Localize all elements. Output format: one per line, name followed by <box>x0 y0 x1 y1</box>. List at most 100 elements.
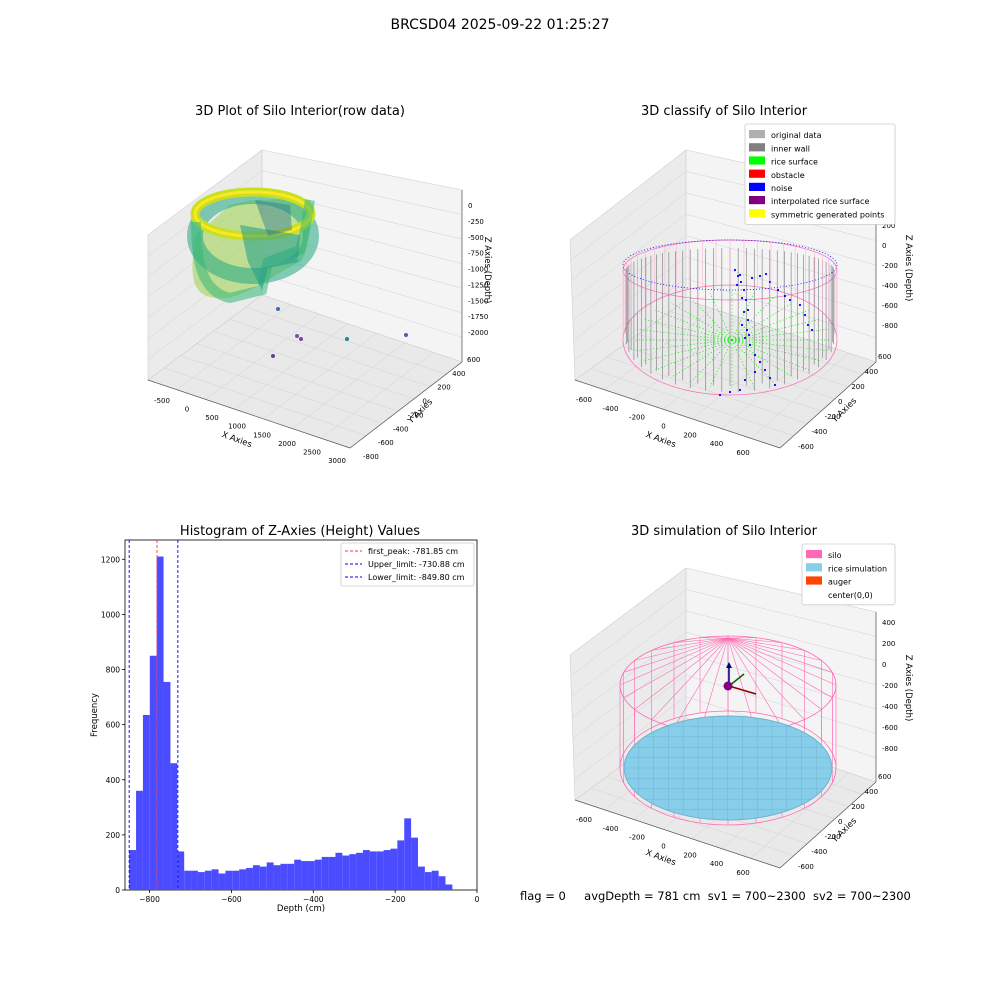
grid-line <box>685 610 877 661</box>
grid-line <box>261 274 463 338</box>
plot4-y-tick: -200 <box>825 833 841 841</box>
grid-line <box>685 214 877 266</box>
histogram-bar <box>156 556 164 890</box>
silo-wire-roof <box>634 637 729 661</box>
x-tick-label: 0 <box>475 895 480 904</box>
histogram-bar <box>404 818 412 890</box>
histogram-bar <box>259 866 267 890</box>
plot2-legend-label: obstacle <box>771 171 805 180</box>
noise-point <box>764 272 768 276</box>
plot2-x-tick: -200 <box>629 414 645 422</box>
histogram-bar <box>177 851 185 890</box>
histogram-bar <box>129 850 137 890</box>
noise-point <box>768 280 772 284</box>
silo-wire-roof <box>634 637 729 710</box>
figure-title: BRCSD04 2025-09-22 01:25:27 <box>390 17 610 33</box>
grid-line <box>685 632 877 686</box>
rice-surface-ray <box>655 309 733 341</box>
histogram-bar <box>232 870 240 890</box>
noise-point <box>798 303 802 307</box>
histogram-bar <box>252 865 260 890</box>
flag-text: flag = 0 <box>520 889 566 903</box>
plot1-x-tick: 2000 <box>278 440 296 448</box>
noise-point <box>736 274 740 278</box>
plot2-y-tick: 600 <box>878 353 891 361</box>
rice-surface-ray <box>731 309 809 341</box>
histogram-bar <box>438 876 446 890</box>
grid-line <box>750 772 850 859</box>
plot1-z-tick: -2000 <box>468 329 488 337</box>
plot2-title: 3D classify of Silo Interior <box>640 104 808 119</box>
y-tick-label: 600 <box>106 721 121 730</box>
plot2-legend-label: inner wall <box>771 144 810 153</box>
histogram-bar <box>218 873 226 890</box>
plot2-legend-swatch <box>749 130 765 139</box>
plot2-y-tick: -600 <box>798 443 814 451</box>
noise-point <box>753 370 757 374</box>
plot2-legend-label: interpolated rice surface <box>771 197 869 206</box>
plot2-legend-label: symmetric generated points <box>771 210 884 219</box>
x-tick-label: −600 <box>221 895 242 904</box>
histogram-bar <box>163 681 171 890</box>
plot3-axis-ticks: −800 −600 −400 −200 0 0 200 400 600 800 1000 1200 De… <box>90 555 480 914</box>
y-tick-label: 1000 <box>101 610 120 619</box>
histogram-bar <box>184 870 192 890</box>
histogram-bar <box>349 854 357 890</box>
plot3-vlines <box>128 540 179 890</box>
grid-line <box>205 313 320 400</box>
plot2-silo-classified <box>622 239 838 397</box>
plot4-legend: silo rice simulation auger center(0,0) <box>801 543 896 606</box>
plot1-x-tick: 2500 <box>303 448 321 456</box>
plot2-legend-label: rice surface <box>771 158 818 167</box>
plot2-legend-swatch <box>749 169 765 178</box>
grid-line <box>570 589 687 676</box>
x-tick-label: −400 <box>303 895 324 904</box>
grid-line <box>263 333 377 420</box>
plot1-z-tick: -1000 <box>468 266 488 274</box>
grid-line <box>572 653 687 739</box>
noise-point <box>718 393 722 397</box>
plot4-z-tick: -200 <box>882 682 898 690</box>
rice-surface-ray <box>731 339 809 371</box>
plot4-z-tick: -400 <box>882 703 898 711</box>
plot2-legend: original data inner wall rice surface obsta… <box>744 123 896 225</box>
plot2-y-tick: -200 <box>825 413 841 421</box>
plot4-zlabel: Z Axies (Depth) <box>903 655 913 722</box>
histogram-bar <box>239 869 247 890</box>
plot4-y-tick: 200 <box>851 803 864 811</box>
plot4-z-tick: -800 <box>882 745 898 753</box>
grid-line <box>574 278 687 361</box>
grid-line <box>590 368 794 436</box>
plot4-y-tick: 0 <box>838 818 842 826</box>
noise-point <box>745 328 749 332</box>
grid-line <box>320 352 434 439</box>
grid-line <box>176 304 291 390</box>
plot2-x-tick: 0 <box>661 423 665 431</box>
grid-line <box>685 653 877 710</box>
histogram-bar <box>383 850 391 890</box>
grid-line <box>292 342 406 429</box>
grid-line <box>234 323 348 410</box>
noise-point <box>738 273 742 277</box>
histogram-bar <box>287 863 295 890</box>
noise-point <box>743 378 747 382</box>
plot2-legend-swatch <box>749 156 765 165</box>
histogram-bar <box>204 870 212 890</box>
plot1-y-tick: -600 <box>378 439 394 447</box>
noise-point <box>747 333 751 337</box>
plot4-x-tick: 400 <box>710 860 723 868</box>
histogram-bar <box>314 859 322 890</box>
plot1-xlabel: X Axies <box>220 430 253 450</box>
histogram-bar <box>376 851 384 890</box>
histogram-bar <box>362 850 370 890</box>
noise-point <box>746 318 750 322</box>
silo-wire-roof <box>727 637 783 728</box>
plot2-y-tick: -400 <box>811 428 827 436</box>
histogram-bar <box>321 856 329 890</box>
histogram-bar <box>397 840 405 890</box>
y-axis-label: Frequency <box>90 693 100 737</box>
noise-point <box>748 343 752 347</box>
grid-line <box>573 256 687 341</box>
plot1-x-tick: 3000 <box>328 457 346 465</box>
